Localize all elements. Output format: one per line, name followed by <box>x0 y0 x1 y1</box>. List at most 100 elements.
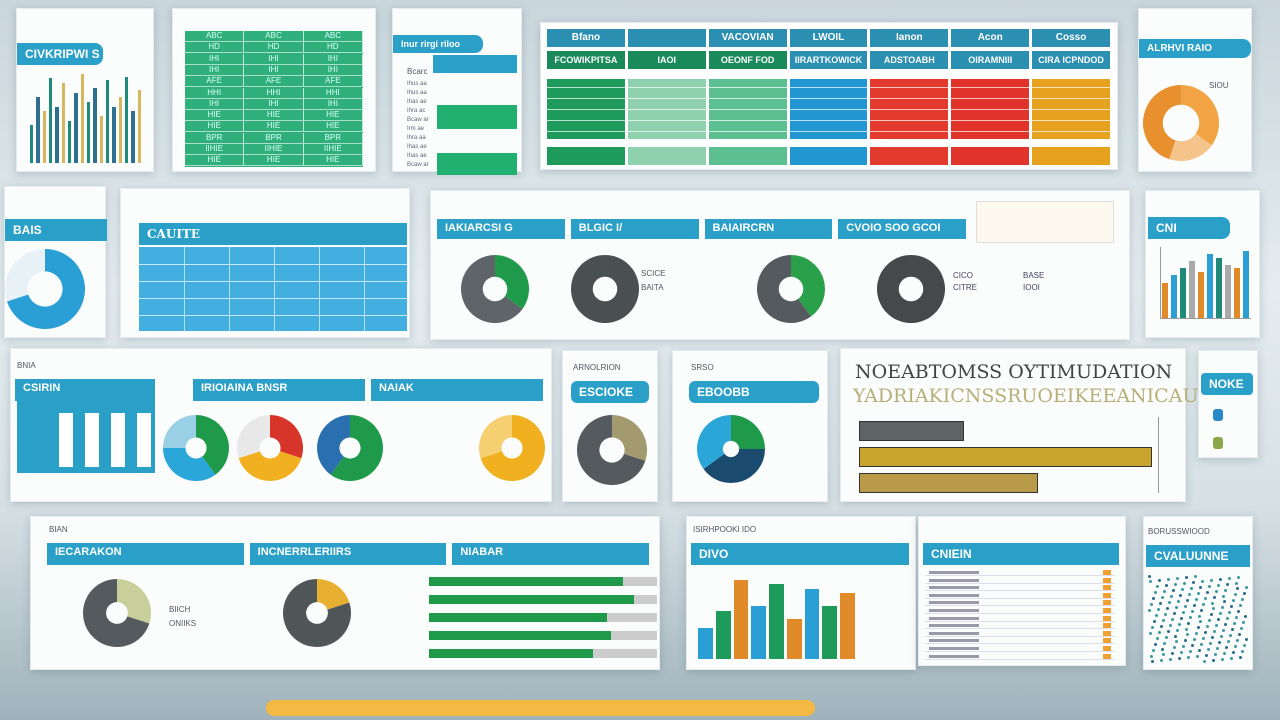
scatter-point <box>1185 576 1188 579</box>
donut-svg <box>83 579 151 647</box>
bar <box>840 593 855 659</box>
highlight-bar <box>437 105 517 129</box>
donut-slice <box>479 415 512 459</box>
table-cell: HIE <box>304 155 363 166</box>
bar <box>715 610 731 659</box>
tab[interactable]: IAKIARCSI G <box>437 219 565 239</box>
scatter-point <box>1195 632 1198 635</box>
progress-fill <box>429 613 607 622</box>
legend-item: IOOI <box>1023 283 1040 292</box>
panel-donuts-row: IAKIARCSI G BLGIC I/BAIAIRCRN CVOIO SOO GC… <box>430 190 1130 340</box>
scatter-point <box>1222 595 1225 598</box>
scatter-point <box>1244 615 1247 618</box>
donut-slice <box>270 415 303 459</box>
table-cell: ABC <box>185 31 245 41</box>
bar <box>93 87 97 163</box>
bar-chart <box>1160 247 1251 319</box>
table-row: ABC ABC ABC <box>185 31 363 42</box>
progress-fill <box>429 577 623 586</box>
scatter-point <box>1175 640 1178 643</box>
status-badge <box>1103 623 1111 629</box>
list-heading: Bcarc <box>407 67 428 76</box>
table-footer-cell <box>951 147 1030 165</box>
bar <box>1180 268 1186 318</box>
row-divider <box>139 298 407 299</box>
table-cell: HIE <box>244 110 304 121</box>
tab[interactable]: NIABAR <box>452 543 649 565</box>
panel-donut-orange: ALRHVI RAIO SIOU <box>1138 8 1252 172</box>
table-row <box>925 577 1115 584</box>
table-footer-cell <box>789 147 868 165</box>
tab[interactable]: CVOIO SOO GCOI <box>838 219 966 239</box>
scatter-point <box>1149 580 1152 583</box>
scatter-point <box>1210 579 1213 582</box>
scatter-point <box>1194 575 1197 578</box>
scatter-point <box>1207 648 1210 651</box>
scatter-point <box>1149 632 1152 635</box>
donut-svg <box>317 415 383 481</box>
scatter-point <box>1180 617 1183 620</box>
scatter-point <box>1204 597 1207 600</box>
table-cell: HIE <box>304 121 363 132</box>
tab[interactable]: CSIRIN <box>15 379 155 401</box>
donut-group <box>83 579 383 649</box>
scatter-point <box>1211 636 1214 639</box>
donut-svg <box>697 415 765 483</box>
column-divider <box>184 247 185 331</box>
scatter-point <box>1164 613 1167 616</box>
scatter-point <box>1235 582 1238 585</box>
donut-svg <box>757 255 825 323</box>
scatter-point <box>1237 576 1240 579</box>
scatter-point <box>1236 639 1239 642</box>
progress-track <box>429 631 657 640</box>
scatter-point <box>1213 630 1216 633</box>
column-divider <box>274 247 275 331</box>
bar <box>1234 268 1240 318</box>
tab[interactable]: INCNERRLERIIRS <box>249 543 447 565</box>
scatter-point <box>1200 643 1203 646</box>
scatter-point <box>1152 649 1155 652</box>
bar <box>118 97 122 163</box>
cell-text <box>929 639 979 643</box>
status-badge <box>1103 608 1111 613</box>
table-cell: HIE <box>244 121 304 132</box>
tab[interactable]: BAIAIRCRN <box>704 219 833 239</box>
scatter-point <box>1239 656 1242 659</box>
panel-bar-chart-2: CNI <box>1145 190 1260 338</box>
tab[interactable]: IRIOIAINA BNSR <box>193 379 365 401</box>
shield-icon <box>1213 409 1223 421</box>
status-badge <box>1103 600 1111 606</box>
scatter-point <box>1182 611 1185 614</box>
tab[interactable]: IECARAKON <box>47 543 244 565</box>
scatter-point <box>1186 599 1189 602</box>
scatter-point <box>1184 605 1187 608</box>
panel-title: CNIEIN <box>923 543 1119 565</box>
donut-slice <box>697 415 731 469</box>
tab-bar: IAKIARCSI G BLGIC I/BAIAIRCRN CVOIO SOO GC… <box>437 219 972 239</box>
table-cell: HIE <box>185 121 245 132</box>
scatter-point <box>1206 591 1209 594</box>
scatter-point <box>1151 660 1154 663</box>
cell-text <box>929 571 979 574</box>
panel-table-2: CNIEIN <box>918 516 1126 666</box>
donut-slice <box>571 255 639 323</box>
table-header: LWOIL <box>789 29 868 47</box>
cell-text <box>929 609 979 612</box>
panel-subtitle: YADRIAKICNSSRUOEIKEEANICAUY <box>853 385 1211 407</box>
scatter-point <box>1198 649 1201 652</box>
status-badge <box>1103 577 1111 583</box>
panel-bar-chart-3: ISIRHPOOKI IDO DIVO <box>686 516 916 670</box>
tab[interactable]: BLGIC I/ <box>570 219 699 239</box>
progress-list <box>429 577 657 667</box>
table-cell: AFE <box>304 76 363 87</box>
tab[interactable]: NAIAK <box>371 379 543 401</box>
scatter-point <box>1150 603 1153 606</box>
scatter-point <box>1156 637 1159 640</box>
cell-text <box>929 586 979 590</box>
panel-title: ESCIOKE <box>571 381 649 403</box>
panel-header: BNIA <box>17 361 36 370</box>
status-badge <box>1103 630 1111 636</box>
scatter-point <box>1218 641 1221 644</box>
scatter-point <box>1181 588 1184 591</box>
scatter-point <box>1182 645 1185 648</box>
